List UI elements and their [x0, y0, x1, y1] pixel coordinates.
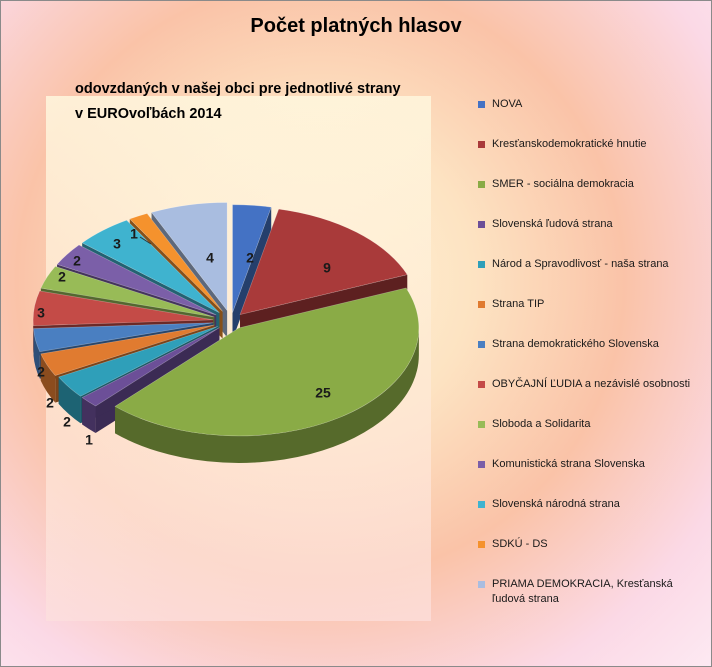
data-label-strana-tip: 2 — [46, 395, 54, 411]
legend-label: Strana TIP — [492, 298, 545, 310]
legend-item-priama-demokracia-krestanska-ludova-strana: PRIAMA DEMOKRACIA, Kresťanská ľudová str… — [478, 577, 707, 607]
data-label-priama-demokracia-krestanska-ludova-strana: 4 — [206, 250, 214, 266]
slice-wall-slovenska-ludova-strana-0 — [82, 397, 96, 434]
legend-item-strana-tip: Strana TIP — [478, 297, 707, 312]
data-label-strana-demokratickeho-slovenska: 2 — [37, 364, 45, 380]
legend-label: OBYČAJNÍ ĽUDIA a nezávislé osobnosti — [492, 378, 691, 390]
legend-swatch — [478, 261, 485, 268]
legend-item-komunisticka-strana-slovenska: Komunistická strana Slovenska — [478, 457, 707, 472]
legend-item-strana-demokratickeho-slovenska: Strana demokratického Slovenska — [478, 337, 707, 352]
legend-label: Národ a Spravodlivosť - naša strana — [492, 258, 669, 270]
pie-slice-strana-demokratickeho-slovenska — [33, 322, 214, 352]
legend-item-nova: NOVA — [478, 97, 707, 112]
legend-swatch — [478, 421, 485, 428]
legend-swatch — [478, 501, 485, 508]
legend-item-sloboda-a-solidarita: Sloboda a Solidarita — [478, 417, 707, 432]
legend-label: SMER - sociálna demokracia — [492, 178, 634, 190]
legend-label: PRIAMA DEMOKRACIA, Kresťanská ľudová str… — [492, 578, 673, 605]
legend-item-smer-socialna-demokracia: SMER - sociálna demokracia — [478, 177, 707, 192]
legend-label: Kresťanskodemokratické hnutie — [492, 138, 647, 150]
data-label-obycajni-ludia-a-nezavisle-osobnosti: 3 — [37, 305, 45, 321]
data-label-smer-socialna-demokracia: 25 — [315, 385, 331, 401]
pie-slice-priama-demokracia-krestanska-ludova-strana — [151, 202, 228, 312]
slice-wall-strana-tip-0 — [40, 353, 56, 403]
chart-subtitle-line-1: odovzdaných v našej obci pre jednotlivé … — [75, 81, 401, 97]
chart-subtitle-line-2: v EUROvoľbách 2014 — [75, 106, 222, 122]
pie-slice-slovenska-ludova-strana — [81, 327, 220, 407]
legend-label: Slovenská národná strana — [492, 498, 620, 510]
slice-wall-narod-a-spravodlivost-nasa-strana-0 — [58, 376, 81, 424]
legend-label: NOVA — [492, 98, 523, 110]
data-label-komunisticka-strana-slovenska: 2 — [73, 253, 81, 269]
legend-swatch — [478, 141, 485, 148]
legend-swatch — [478, 541, 485, 548]
legend-swatch — [478, 581, 485, 588]
legend-label: Slovenská ľudová strana — [492, 218, 613, 230]
legend-swatch — [478, 181, 485, 188]
legend-swatch — [478, 461, 485, 468]
legend-label: Komunistická strana Slovenska — [492, 458, 645, 470]
legend-label: SDKÚ - DS — [492, 538, 548, 550]
legend-swatch — [478, 341, 485, 348]
pie-slice-nova — [232, 204, 272, 313]
chart-title: Počet platných hlasov — [250, 15, 462, 37]
legend-item-krestanskodemokraticke-hnutie: Kresťanskodemokratické hnutie — [478, 137, 707, 152]
data-label-sdku-ds: 1 — [130, 226, 138, 242]
pie-slice-obycajni-ludia-a-nezavisle-osobnosti — [32, 290, 214, 326]
legend-swatch — [478, 221, 485, 228]
legend-swatch — [478, 101, 485, 108]
pie-tops — [32, 202, 420, 437]
data-label-slovenska-ludova-strana: 1 — [85, 432, 93, 448]
data-label-narod-a-spravodlivost-nasa-strana: 2 — [63, 414, 71, 430]
slice-wall-strana-demokratickeho-slovenska-0 — [33, 328, 40, 379]
pie-slice-smer-socialna-demokracia — [114, 287, 420, 437]
legend-item-sdku-ds: SDKÚ - DS — [478, 537, 707, 552]
data-label-sloboda-a-solidarita: 2 — [58, 269, 66, 285]
pie-slice-strana-tip — [40, 324, 215, 376]
legend-item-slovenska-narodna-strana: Slovenská národná strana — [478, 497, 707, 512]
slice-side-strana-tip-1 — [40, 324, 215, 381]
pie-slice-slovenska-narodna-strana — [81, 219, 220, 314]
legend-label: Sloboda a Solidarita — [492, 418, 591, 430]
slice-side-nova-1 — [232, 207, 272, 340]
pie-slice-narod-a-spravodlivost-nasa-strana — [58, 326, 218, 397]
data-label-krestanskodemokraticke-hnutie: 9 — [323, 260, 331, 276]
legend-item-narod-a-spravodlivost-nasa-strana: Národ a Spravodlivosť - naša strana — [478, 257, 707, 272]
legend-swatch — [478, 381, 485, 388]
data-label-nova: 2 — [246, 250, 254, 266]
pie-slice-sloboda-a-solidarita — [40, 266, 215, 318]
legend-swatch — [478, 301, 485, 308]
pie-slice-sdku-ds — [129, 213, 223, 312]
legend-label: Strana demokratického Slovenska — [492, 338, 659, 350]
legend-item-obycajni-ludia-a-nezavisle-osobnosti: OBYČAJNÍ ĽUDIA a nezávislé osobnosti — [478, 377, 707, 392]
legend-item-slovenska-ludova-strana: Slovenská ľudová strana — [478, 217, 707, 232]
data-label-slovenska-narodna-strana: 3 — [113, 236, 121, 252]
slice-side-slovenska-ludova-strana-1 — [82, 327, 220, 425]
pie-slice-komunisticka-strana-slovenska — [56, 244, 217, 316]
pie-slice-krestanskodemokraticke-hnutie — [239, 208, 408, 316]
leader-line — [139, 236, 152, 245]
slice-wall-smer-socialna-demokracia-0 — [115, 327, 419, 463]
